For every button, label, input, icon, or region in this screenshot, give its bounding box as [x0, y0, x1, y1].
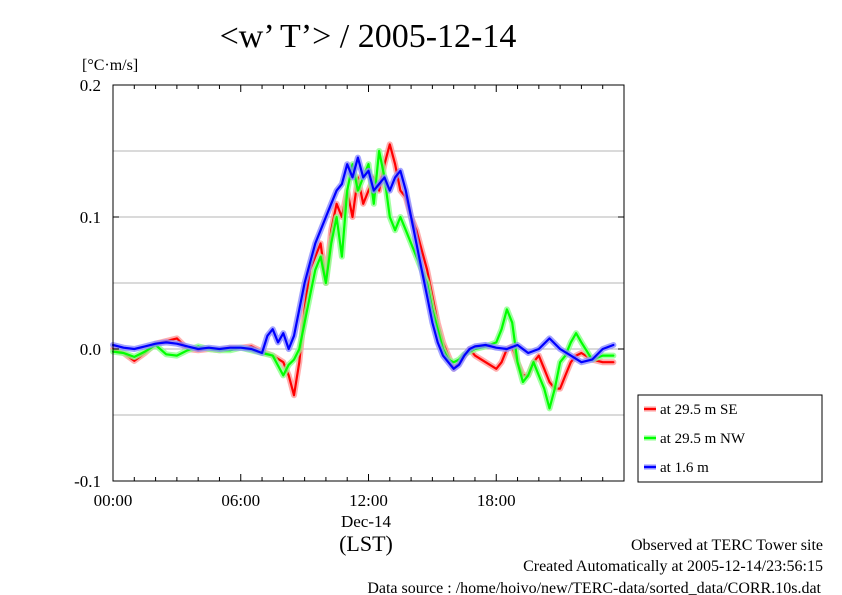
legend-label: at 1.6 m	[660, 460, 709, 476]
y-tick-label: 0.2	[80, 76, 101, 95]
y-tick-label: 0.1	[80, 208, 101, 227]
footer-created: Created Automatically at 2005-12-14/23:5…	[523, 558, 823, 575]
y-axis: 0.2 0.1 0.0 -0.1	[74, 76, 624, 491]
x-axis: 00:00 06:00 12:00 18:00	[94, 85, 625, 510]
y-axis-unit: [°C·m/s]	[82, 57, 138, 74]
x-tick-label: 12:00	[349, 491, 388, 510]
legend: at 29.5 m SE at 29.5 m NW at 1.6 m	[637, 394, 823, 483]
legend-box	[637, 394, 823, 483]
y-tick-label: 0.0	[80, 340, 101, 359]
legend-label: at 29.5 m NW	[660, 431, 746, 447]
legend-label: at 29.5 m SE	[660, 402, 738, 418]
x-tick-label: 00:00	[94, 491, 133, 510]
x-axis-label: (LST)	[339, 531, 393, 556]
x-axis-date: Dec-14	[341, 512, 392, 531]
footer-site: Observed at TERC Tower site	[631, 537, 823, 554]
chart-title: <w’ T’> / 2005-12-14	[220, 18, 517, 55]
x-tick-label: 18:00	[477, 491, 516, 510]
series-line-2	[111, 156, 615, 370]
footer-source: Data source : /home/hoivo/new/TERC-data/…	[367, 580, 821, 595]
series-lines	[110, 141, 617, 412]
x-tick-label: 06:00	[221, 491, 260, 510]
y-tick-label: -0.1	[74, 472, 101, 491]
